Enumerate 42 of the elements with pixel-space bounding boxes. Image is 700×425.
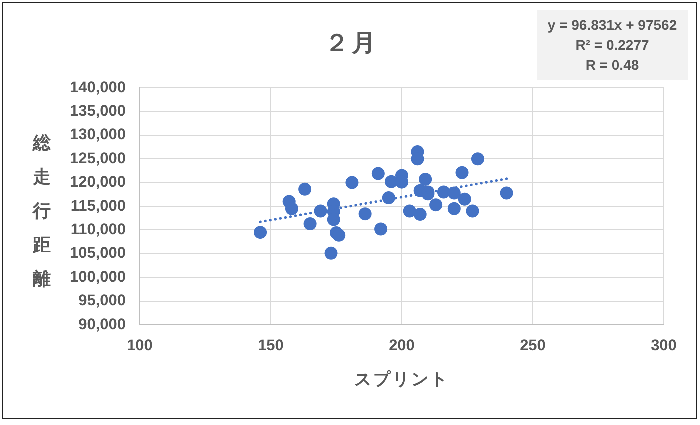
point <box>304 218 317 231</box>
y-tick-label: 125,000 <box>70 150 126 168</box>
y-tick-label: 135,000 <box>70 102 126 120</box>
y-tick-label: 90,000 <box>78 316 126 334</box>
x-tick-label: 150 <box>258 338 284 355</box>
point <box>285 202 298 216</box>
point <box>414 208 427 222</box>
point <box>458 192 472 206</box>
point <box>298 182 312 196</box>
point <box>382 191 396 204</box>
y-tick-label: 115,000 <box>70 198 126 215</box>
point <box>403 204 416 218</box>
y-tick-label: 100,000 <box>70 268 126 286</box>
point <box>358 208 372 221</box>
y-axis-title: 総走行距離 <box>32 132 52 291</box>
point <box>471 152 484 166</box>
chart-title: ２月 <box>325 29 379 59</box>
y-tick-label: 120,000 <box>70 174 126 192</box>
point <box>466 204 480 218</box>
x-tick-label: 200 <box>389 338 415 355</box>
y-tick-label: 130,000 <box>70 126 126 144</box>
y-tick-label: 110,000 <box>70 221 126 238</box>
point <box>374 222 388 236</box>
y-tick-label: 140,000 <box>70 79 126 96</box>
y-tick-label: 105,000 <box>70 245 126 262</box>
point <box>332 228 346 242</box>
x-tick-label: 300 <box>651 338 677 355</box>
point <box>419 172 432 186</box>
y-tick-label: 95,000 <box>78 292 126 310</box>
point <box>500 186 514 200</box>
equation-box: y = 96.831x + 97562 R² = 0.2277 R = 0.48 <box>537 10 688 80</box>
x-tick-label: 100 <box>127 338 153 355</box>
point <box>324 246 338 260</box>
x-axis-title: スプリント <box>354 369 450 391</box>
point <box>456 166 469 180</box>
x-tick-label: 250 <box>520 338 546 355</box>
point <box>254 226 268 240</box>
point <box>430 198 443 212</box>
point <box>346 176 359 190</box>
point <box>448 202 461 216</box>
point <box>448 186 461 200</box>
point <box>372 167 385 180</box>
